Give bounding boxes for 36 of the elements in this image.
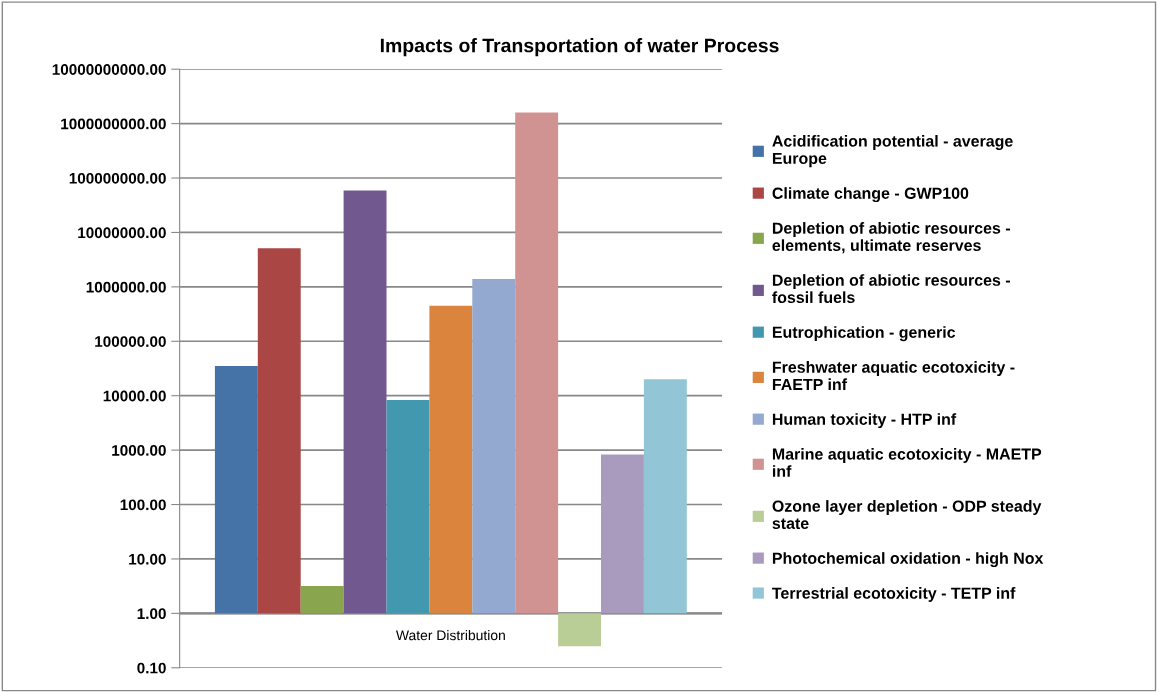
bar <box>214 366 258 614</box>
bar <box>429 305 473 614</box>
bar <box>558 613 601 647</box>
y-tick-label: 100000.00 <box>95 336 166 347</box>
bar <box>300 585 344 614</box>
y-tick-label: 0.10 <box>137 662 166 674</box>
legend-label: Climate change - GWP100 <box>772 187 969 203</box>
bar <box>386 400 430 614</box>
y-tick-label: 100.00 <box>120 499 166 511</box>
legend-label: Depletion of abiotic resources - elements, ultimate reserves <box>772 222 1010 254</box>
legend-label: Marine aquatic ecotoxicity - MAETP inf <box>772 448 1042 477</box>
legend-label: Freshwater aquatic ecotoxicity - FAETP inf <box>772 361 1015 390</box>
legend-label: Acidification potential - average Europe <box>772 135 1013 168</box>
legend-label: Ozone layer depletion - ODP steady state <box>772 500 1042 530</box>
y-tick-label: 10000000000.00 <box>52 64 166 75</box>
y-tick-label: 1000000.00 <box>86 281 166 293</box>
bar <box>601 454 644 614</box>
bar <box>472 278 516 614</box>
legend-label: Human toxicity - HTP inf <box>772 413 957 429</box>
bar <box>257 248 301 614</box>
x-tick-label: Water Distribution <box>395 630 505 641</box>
legend-label: Terrestrial ecotoxicity - TETP inf <box>772 587 1016 602</box>
y-tick-label: 1000.00 <box>112 444 166 456</box>
bar <box>643 379 687 614</box>
y-tick-label: 10000.00 <box>103 390 166 402</box>
chart-title: Impacts of Transportation of water Process <box>380 38 779 57</box>
y-tick-label: 100000000.00 <box>69 172 166 184</box>
y-tick-label: 10.00 <box>129 553 166 565</box>
legend-label: Photochemical oxidation - high Nox <box>772 552 1044 568</box>
bar <box>515 112 559 614</box>
y-tick-label: 10000000.00 <box>78 227 166 239</box>
y-tick-label: 1000000000.00 <box>61 118 166 130</box>
y-tick-label: 1.00 <box>137 608 166 620</box>
legend-label: Depletion of abiotic resources - fossil fuels <box>772 274 1010 304</box>
legend-label: Eutrophication - generic <box>772 326 956 342</box>
bar <box>343 190 387 614</box>
